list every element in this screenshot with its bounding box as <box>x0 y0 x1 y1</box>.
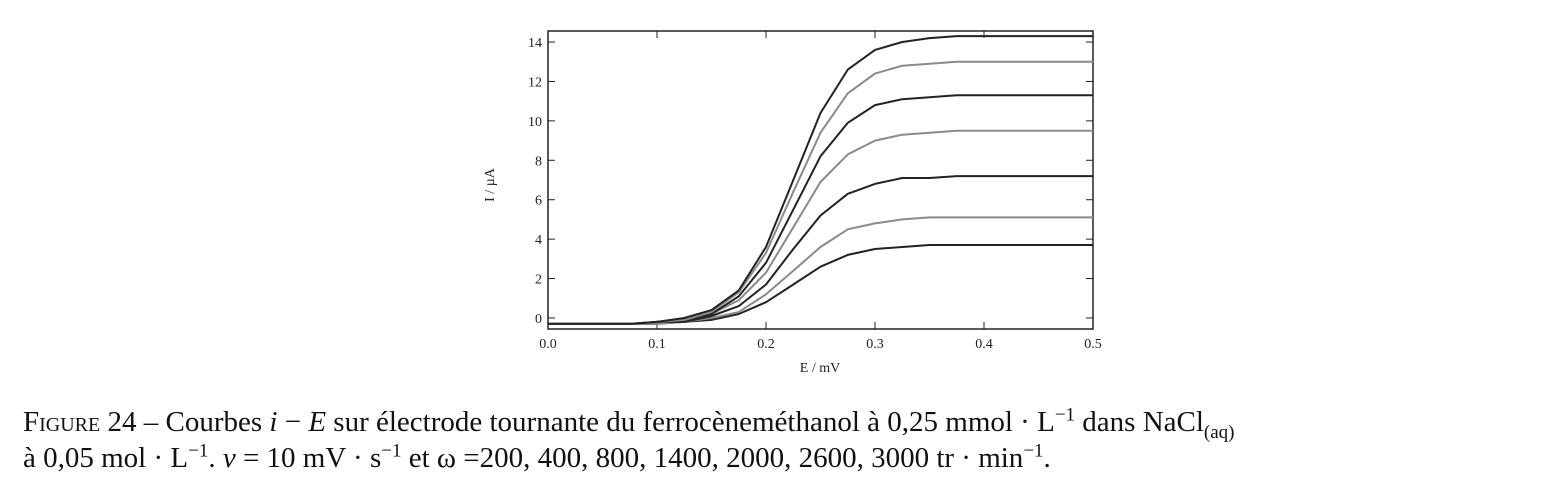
caption-text: E <box>308 406 327 438</box>
data-line <box>548 60 1093 325</box>
caption-text: et ω =200, 400, 800, 1400, 2000, 2600, 3… <box>401 442 1024 474</box>
x-axis-label: E / mV <box>800 361 840 376</box>
y-tick-label: 4 <box>535 233 542 248</box>
caption-text: −1 <box>381 440 402 462</box>
caption-text: à 0,05 mol · L <box>23 442 189 474</box>
x-tick-label: 0.5 <box>1084 337 1102 352</box>
figure-label: Figure 24 <box>23 406 137 438</box>
caption-text: −1 <box>1054 404 1076 426</box>
y-tick-label: 0 <box>535 312 542 327</box>
y-tick-label: 2 <box>535 273 542 288</box>
y-axis-label: I / µA <box>483 167 498 202</box>
caption: Figure 24 – Courbes i − E sur électrode … <box>23 404 1235 476</box>
x-tick-label: 0.1 <box>648 337 666 352</box>
caption-text: v <box>222 442 236 474</box>
data-line <box>548 216 1093 325</box>
y-tick-label: 8 <box>535 154 542 169</box>
data-line <box>548 35 1093 325</box>
x-tick-label: 0.2 <box>757 337 775 352</box>
data-line <box>548 94 1093 325</box>
caption-text: . <box>1043 442 1051 474</box>
caption-text: −1 <box>1023 440 1044 462</box>
caption-text: −1 <box>188 440 209 462</box>
caption-text: (aq) <box>1203 421 1235 443</box>
y-tick-label: 12 <box>528 75 542 90</box>
plot-frame <box>547 30 1094 330</box>
data-line <box>548 129 1093 325</box>
x-tick-label: 0.3 <box>866 337 884 352</box>
y-tick-label: 6 <box>535 194 542 209</box>
x-tick-label: 0.0 <box>539 337 557 352</box>
caption-text: dans NaCl <box>1075 406 1204 438</box>
caption-text: . <box>208 442 223 474</box>
caption-text: – Courbes <box>136 406 270 438</box>
caption-text: = 10 mV · s <box>235 442 382 474</box>
chart: E / mV I / µA 0 2 4 6 8 10 12 14 0.0 0.1 0.2 0.3 0.4… <box>483 30 1102 376</box>
x-tick-label: 0.4 <box>975 337 993 352</box>
data-line <box>548 244 1093 325</box>
y-tick-label: 10 <box>528 115 542 130</box>
y-tick-label: 14 <box>528 36 542 51</box>
data-line <box>548 175 1093 325</box>
caption-text: i <box>269 406 278 438</box>
caption-text: − <box>277 406 309 438</box>
caption-text: sur électrode tournante du ferrocèneméth… <box>326 406 1055 438</box>
